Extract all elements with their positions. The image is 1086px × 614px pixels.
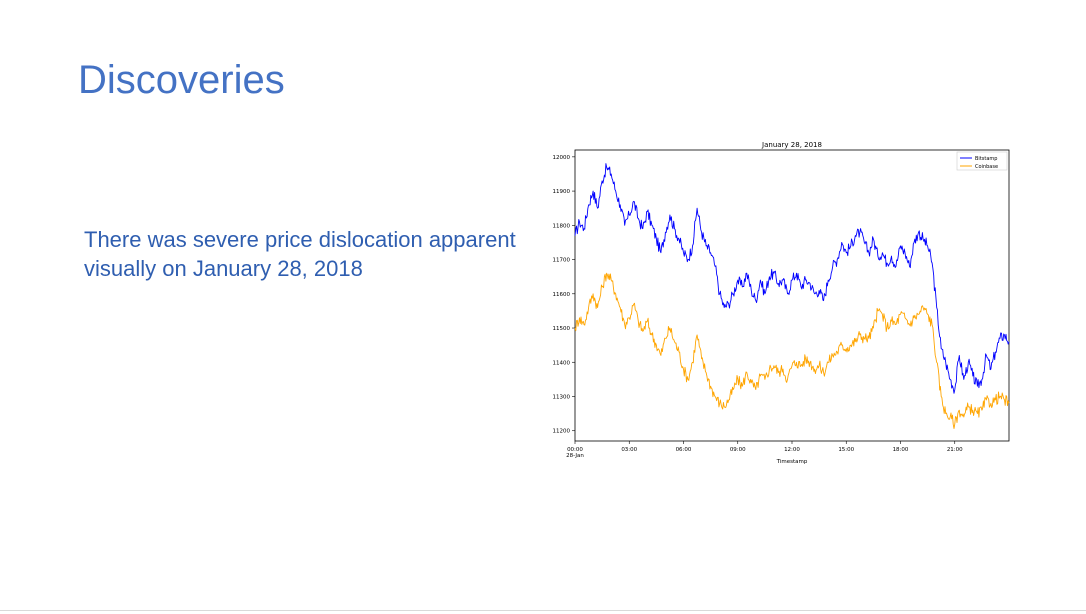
x-tick-label: 12:00 [784, 447, 800, 453]
y-tick-label: 11700 [553, 258, 571, 264]
x-tick-label: 03:00 [621, 447, 637, 453]
slide-title: Discoveries [78, 58, 285, 102]
x-tick-label: 06:00 [676, 447, 692, 453]
x-tick-label: 18:00 [893, 447, 909, 453]
y-tick-label: 12000 [553, 155, 571, 161]
x-tick-label: 15:00 [838, 447, 854, 453]
y-tick-label: 11400 [553, 360, 571, 366]
y-tick-label: 11600 [553, 292, 571, 298]
y-tick-label: 11500 [553, 326, 571, 332]
y-tick-label: 11800 [553, 223, 571, 229]
x-tick-sublabel: 28-Jan [566, 453, 584, 459]
price-chart: January 28, 2018 11200 11300 11400 11500 1160… [540, 136, 1020, 470]
y-tick-label: 11900 [553, 189, 571, 195]
legend-label: Coinbase [975, 164, 998, 170]
legend-label: Bitstamp [975, 156, 997, 162]
bottom-divider [0, 610, 1086, 611]
slide-body-text: There was severe price dislocation appar… [84, 227, 516, 281]
series-line-coinbase [574, 272, 1010, 429]
x-tick-label: 09:00 [730, 447, 746, 453]
chart-svg: January 28, 2018 11200 11300 11400 11500 1160… [553, 141, 1010, 465]
y-tick-label: 11300 [553, 394, 571, 400]
x-tick-label: 21:00 [947, 447, 963, 453]
y-tick-label: 11200 [553, 429, 571, 435]
price-chart-canvas: January 28, 2018 11200 11300 11400 11500 1160… [540, 136, 1020, 470]
x-tick-label: 00:00 [567, 447, 583, 453]
chart-title: January 28, 2018 [761, 141, 822, 149]
series-line-bitstamp [574, 163, 1010, 394]
plot-frame [574, 149, 1010, 442]
x-axis-label: Timestamp [776, 459, 808, 465]
